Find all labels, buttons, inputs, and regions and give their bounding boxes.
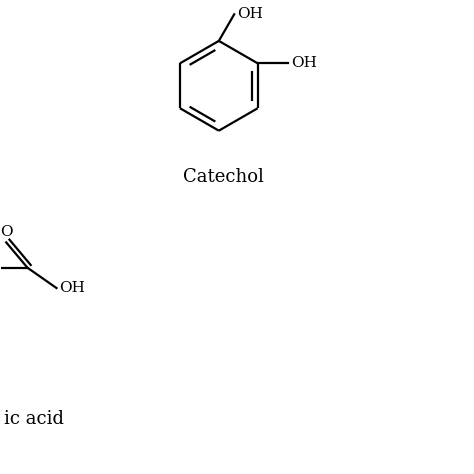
Text: OH: OH — [59, 281, 85, 295]
Text: ic acid: ic acid — [4, 410, 64, 428]
Text: Catechol: Catechol — [183, 168, 264, 186]
Text: OH: OH — [237, 7, 263, 21]
Text: OH: OH — [291, 56, 317, 70]
Text: O: O — [0, 225, 12, 238]
